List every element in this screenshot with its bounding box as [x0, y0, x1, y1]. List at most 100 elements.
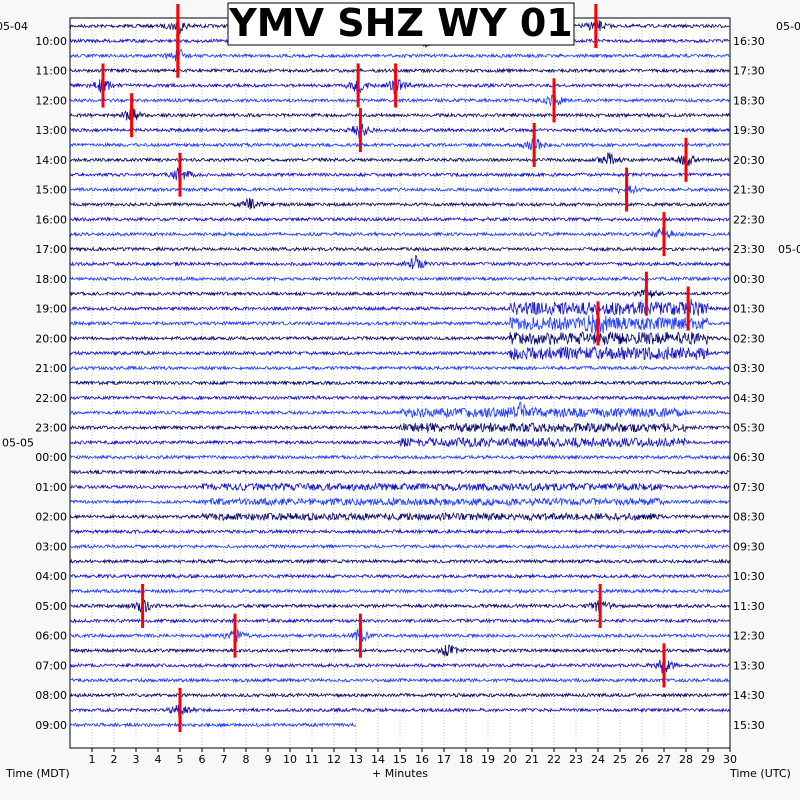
right-time-label: 05:30 [733, 421, 765, 434]
right-time-label: 16:30 [733, 35, 765, 48]
right-time-label: 11:30 [733, 600, 765, 613]
trace-row [69, 364, 730, 372]
x-tick-label: 26 [635, 753, 649, 766]
left-time-label: 07:00 [35, 659, 67, 672]
left-time-label: 20:00 [35, 332, 67, 345]
trace-row [69, 721, 357, 728]
right-time-label: 01:30 [733, 303, 765, 316]
seismic-traces [69, 4, 730, 733]
clipped-event-mark [233, 613, 237, 658]
clipped-event-mark [178, 688, 182, 733]
trace-row [69, 331, 730, 346]
left-time-label: 00:00 [35, 451, 67, 464]
x-tick-label: 30 [723, 753, 737, 766]
right-date-label: 05-0 [778, 243, 800, 256]
x-tick-label: 11 [305, 753, 319, 766]
clipped-event-mark [662, 212, 666, 257]
x-tick-label: 5 [177, 753, 184, 766]
x-tick-label: 6 [199, 753, 206, 766]
clipped-event-mark [594, 4, 598, 48]
left-date-label: 05-05 [2, 436, 34, 449]
left-date-label: 05-04 [0, 20, 28, 33]
left-time-label: 17:00 [35, 243, 67, 256]
left-time-label: 09:00 [35, 719, 67, 732]
trace-row [69, 122, 730, 139]
trace-row [69, 659, 730, 675]
right-time-label: 21:30 [733, 184, 765, 197]
left-time-label: 15:00 [35, 184, 67, 197]
clipped-event-mark [176, 33, 180, 78]
trace-row [69, 197, 730, 210]
x-tick-label: 28 [679, 753, 693, 766]
trace-row [69, 436, 730, 449]
clipped-event-mark [176, 4, 180, 48]
clipped-event-mark [598, 583, 602, 628]
trace-row [69, 138, 730, 151]
x-tick-label: 7 [221, 753, 228, 766]
clipped-event-mark [662, 643, 666, 688]
x-tick-label: 14 [371, 753, 385, 766]
clipped-event-mark [684, 137, 688, 182]
left-time-label: 02:00 [35, 511, 67, 524]
right-time-label: 09:30 [733, 540, 765, 553]
trace-row [69, 496, 730, 507]
x-tick-label: 10 [283, 753, 297, 766]
clipped-event-mark [356, 63, 360, 108]
trace-row [69, 345, 730, 361]
trace-row [69, 67, 730, 74]
left-axis-label: Time (MDT) [5, 767, 70, 780]
right-time-label: 17:30 [733, 65, 765, 78]
trace-row [70, 91, 730, 106]
x-tick-label: 22 [547, 753, 561, 766]
x-tick-label: 9 [265, 753, 272, 766]
trace-row [70, 106, 730, 123]
x-tick-label: 21 [525, 753, 539, 766]
x-tick-label: 29 [701, 753, 715, 766]
x-tick-label: 1 [89, 753, 96, 766]
trace-row [69, 481, 730, 492]
trace-row [69, 528, 730, 535]
x-tick-label: 20 [503, 753, 517, 766]
right-time-label: 02:30 [733, 332, 765, 345]
clipped-event-mark [625, 167, 629, 212]
clipped-event-mark [394, 63, 398, 108]
left-time-label: 08:00 [35, 689, 67, 702]
x-tick-label: 3 [133, 753, 140, 766]
trace-row [69, 454, 730, 461]
left-time-label: 04:00 [35, 570, 67, 583]
right-time-label: 15:30 [733, 719, 765, 732]
x-tick-label: 12 [327, 753, 341, 766]
x-tick-label: 4 [155, 753, 162, 766]
left-time-label: 01:00 [35, 481, 67, 494]
x-tick-label: 24 [591, 753, 605, 766]
trace-row [69, 617, 730, 624]
clipped-event-mark [532, 122, 536, 167]
right-time-label: 20:30 [733, 154, 765, 167]
trace-row [69, 275, 730, 282]
right-time-label: 22:30 [733, 213, 765, 226]
right-time-label: 06:30 [733, 451, 765, 464]
trace-row [69, 216, 730, 223]
trace-row [69, 225, 730, 239]
x-tick-label: 17 [437, 753, 451, 766]
clipped-event-mark [644, 271, 648, 316]
right-time-label: 08:30 [733, 511, 765, 524]
x-tick-label: 25 [613, 753, 627, 766]
trace-row [69, 543, 730, 550]
trace-row [69, 76, 730, 96]
clipped-event-mark [178, 152, 182, 197]
left-time-label: 11:00 [35, 65, 67, 78]
right-time-label: 04:30 [733, 392, 765, 405]
x-tick-label: 2 [111, 753, 118, 766]
trace-row [69, 596, 730, 613]
left-time-label: 13:00 [35, 124, 67, 137]
right-time-labels: 16:30 17:30 18:30 19:30 20:30 21:30 22:30 23:30… [733, 20, 800, 732]
left-time-label: 21:00 [35, 362, 67, 375]
trace-row [69, 587, 730, 595]
right-time-label: 18:30 [733, 94, 765, 107]
clipped-event-mark [596, 301, 600, 346]
clipped-event-mark [101, 63, 105, 108]
clipped-event-mark [141, 583, 145, 628]
right-time-label: 00:30 [733, 273, 765, 286]
trace-row [69, 401, 730, 419]
